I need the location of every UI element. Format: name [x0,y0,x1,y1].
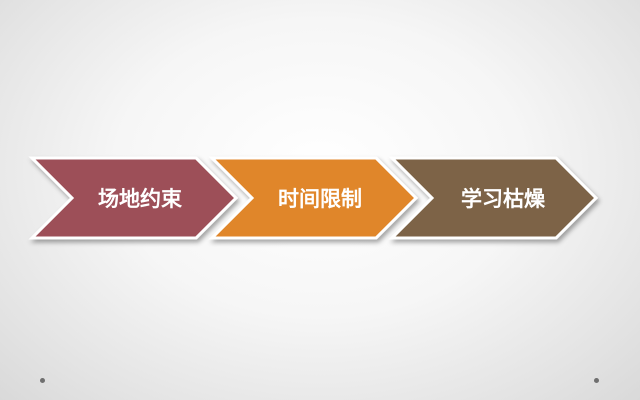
chevron-label: 场地约束 [98,187,183,211]
chevron-step-2: 时间限制 [208,156,419,240]
corner-dot-right [594,378,599,383]
chevron-shape [28,156,239,240]
chevron-shape [208,156,419,240]
chevron-step-3: 学习枯燥 [388,156,599,240]
corner-dot-left [40,378,45,383]
chevron-step-1: 场地约束 [28,156,239,240]
chevron-shape [388,156,599,240]
chevron-label: 时间限制 [278,187,362,211]
chevron-label: 学习枯燥 [461,187,546,211]
